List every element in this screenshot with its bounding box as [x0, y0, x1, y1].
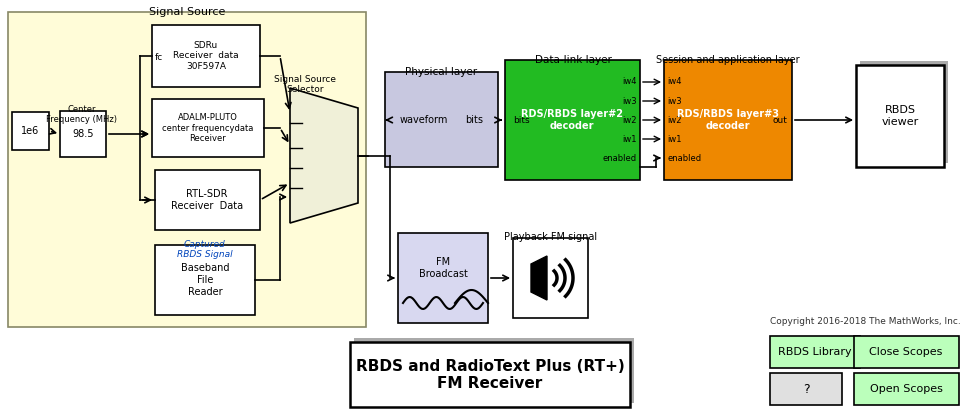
Text: Copyright 2016-2018 The MathWorks, Inc.: Copyright 2016-2018 The MathWorks, Inc. — [770, 317, 961, 326]
Text: iw4: iw4 — [623, 78, 637, 86]
Text: Captured
RBDS Signal: Captured RBDS Signal — [177, 240, 233, 259]
FancyBboxPatch shape — [770, 373, 842, 405]
FancyBboxPatch shape — [60, 111, 106, 157]
Text: RBDS and RadioText Plus (RT+)
FM Receiver: RBDS and RadioText Plus (RT+) FM Receive… — [356, 359, 625, 391]
Text: 1e6: 1e6 — [21, 126, 39, 136]
FancyBboxPatch shape — [513, 238, 588, 318]
Text: Playback FM signal: Playback FM signal — [505, 232, 598, 242]
FancyBboxPatch shape — [8, 12, 366, 327]
FancyBboxPatch shape — [152, 25, 260, 87]
Text: enabled: enabled — [667, 154, 701, 163]
Text: Data-link layer: Data-link layer — [535, 55, 611, 65]
Text: bits: bits — [513, 115, 530, 124]
Text: SDRu
Receiver  data
30F597A: SDRu Receiver data 30F597A — [173, 41, 239, 71]
Text: ?: ? — [803, 383, 809, 395]
FancyBboxPatch shape — [12, 112, 49, 150]
Text: iw4: iw4 — [667, 78, 682, 86]
Text: Center
Frequency (MHz): Center Frequency (MHz) — [46, 105, 118, 124]
Text: iw3: iw3 — [623, 97, 637, 105]
Text: iw2: iw2 — [623, 115, 637, 124]
Text: Physical layer: Physical layer — [405, 67, 477, 77]
FancyBboxPatch shape — [155, 170, 260, 230]
Text: waveform: waveform — [400, 115, 449, 125]
Polygon shape — [290, 88, 358, 223]
Text: enabled: enabled — [602, 154, 637, 163]
Text: iw1: iw1 — [623, 134, 637, 144]
Text: ADALM-PLUTO
center frequencydata
Receiver: ADALM-PLUTO center frequencydata Receive… — [162, 113, 253, 143]
FancyBboxPatch shape — [398, 233, 488, 323]
Text: RTL-SDR
Receiver  Data: RTL-SDR Receiver Data — [171, 189, 243, 211]
FancyBboxPatch shape — [856, 65, 944, 167]
FancyBboxPatch shape — [155, 245, 255, 315]
Text: RDS/RBDS layer#3
decoder: RDS/RBDS layer#3 decoder — [677, 109, 779, 131]
Text: Open Scopes: Open Scopes — [869, 384, 943, 394]
Text: Session and application layer: Session and application layer — [657, 55, 800, 65]
FancyBboxPatch shape — [664, 60, 792, 180]
FancyBboxPatch shape — [505, 60, 640, 180]
Text: Signal Source: Signal Source — [149, 7, 225, 17]
Text: 98.5: 98.5 — [73, 129, 94, 139]
Text: RBDS
viewer: RBDS viewer — [881, 105, 919, 127]
Text: Baseband
File
Reader: Baseband File Reader — [181, 264, 229, 297]
FancyBboxPatch shape — [770, 336, 860, 368]
FancyBboxPatch shape — [385, 72, 498, 167]
Text: iw1: iw1 — [667, 134, 682, 144]
Text: Close Scopes: Close Scopes — [869, 347, 943, 357]
Text: Signal Source
Selector: Signal Source Selector — [274, 75, 336, 94]
Text: iw2: iw2 — [667, 115, 682, 124]
Polygon shape — [531, 256, 547, 300]
Text: fc: fc — [155, 53, 163, 61]
Text: RBDS Library: RBDS Library — [778, 347, 852, 357]
FancyBboxPatch shape — [350, 342, 630, 407]
FancyBboxPatch shape — [854, 373, 959, 405]
Text: bits: bits — [465, 115, 483, 125]
FancyBboxPatch shape — [354, 338, 634, 403]
FancyBboxPatch shape — [860, 61, 948, 163]
Text: FM
Broadcast: FM Broadcast — [419, 257, 467, 279]
Text: out: out — [772, 115, 787, 124]
Text: iw3: iw3 — [667, 97, 682, 105]
Text: RDS/RBDS layer#2
decoder: RDS/RBDS layer#2 decoder — [521, 109, 623, 131]
FancyBboxPatch shape — [152, 99, 264, 157]
FancyBboxPatch shape — [854, 336, 959, 368]
